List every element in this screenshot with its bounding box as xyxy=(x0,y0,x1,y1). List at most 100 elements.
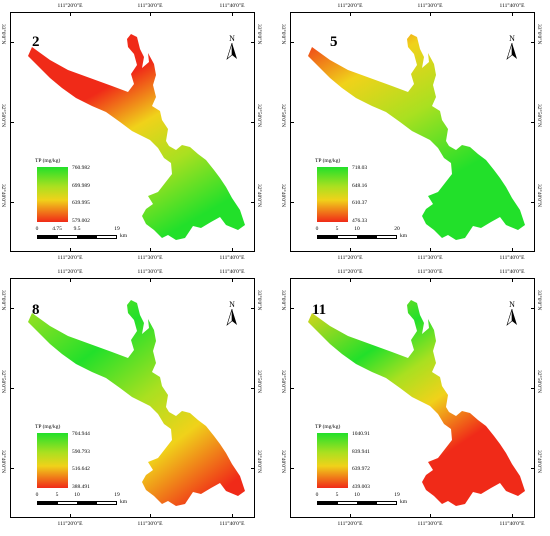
reservoir-water-body xyxy=(308,34,525,240)
tick-mark xyxy=(531,122,535,123)
tick-mark xyxy=(251,468,255,469)
scale-label: 20 xyxy=(394,226,400,232)
latitude-label: 32°50'0"N xyxy=(280,370,286,394)
tick-mark xyxy=(531,308,535,309)
longitude-label: 111°40'0"E xyxy=(219,255,245,261)
longitude-label: 111°40'0"E xyxy=(499,521,525,527)
tick-mark xyxy=(350,12,351,16)
scale-label: 0 xyxy=(315,492,319,498)
tick-mark xyxy=(512,248,513,252)
map-frame xyxy=(290,12,535,252)
legend-value: 610.37 xyxy=(352,200,368,206)
scale-label: 19 xyxy=(114,492,120,498)
scale-bar xyxy=(317,501,397,505)
tick-mark xyxy=(70,278,71,282)
longitude-label: 111°30'0"E xyxy=(417,255,443,261)
latitude-label: 33°0'0"N xyxy=(280,290,286,311)
legend-title: TP (mg/kg) xyxy=(315,158,341,164)
latitude-label: 32°40'0"N xyxy=(0,184,6,208)
tick-mark xyxy=(512,514,513,518)
legend-value: 648.16 xyxy=(352,182,368,189)
latitude-label: 32°40'0"N xyxy=(280,450,286,474)
scale-unit: km xyxy=(120,233,128,239)
longitude-label: 111°20'0"E xyxy=(337,3,363,9)
north-arrow-icon: N xyxy=(225,34,239,66)
tick-mark xyxy=(531,388,535,389)
tick-mark xyxy=(290,42,294,43)
longitude-label: 111°30'0"E xyxy=(417,269,443,275)
tick-mark xyxy=(232,514,233,518)
tick-mark xyxy=(10,308,14,309)
tick-mark xyxy=(70,12,71,16)
tick-mark xyxy=(251,42,255,43)
tick-mark xyxy=(290,308,294,309)
legend-value: 760.982 xyxy=(72,165,90,171)
tick-mark xyxy=(430,12,431,16)
latitude-label: 33°0'0"N xyxy=(280,24,286,45)
legend-value: 704.944 xyxy=(72,431,90,437)
month-label: 5 xyxy=(330,34,338,50)
reservoir-map xyxy=(308,300,525,506)
longitude-label: 111°20'0"E xyxy=(337,269,363,275)
reservoir-map xyxy=(28,34,245,240)
legend-value: 579.002 xyxy=(72,217,90,224)
longitude-label: 111°40'0"E xyxy=(499,3,525,9)
map-panel-month-8: 111°20'0"E 111°20'0"E 111°30'0"E 111°30'0"E… xyxy=(0,269,262,527)
north-arrow-icon: N xyxy=(225,300,239,332)
longitude-label: 111°30'0"E xyxy=(137,269,163,275)
longitude-label: 111°30'0"E xyxy=(417,521,443,527)
longitude-label: 111°40'0"E xyxy=(499,269,525,275)
tick-mark xyxy=(290,388,294,389)
tick-mark xyxy=(251,122,255,123)
legend-title: TP (mg/kg) xyxy=(35,424,61,430)
map-panel-month-11: 111°20'0"E 111°20'0"E 111°30'0"E 111°30'0"E… xyxy=(280,269,542,527)
month-label: 11 xyxy=(312,302,327,318)
latitude-label: 32°50'0"N xyxy=(0,104,6,128)
scale-label: 4.75 xyxy=(52,226,62,232)
tick-mark xyxy=(150,12,151,16)
longitude-label: 111°30'0"E xyxy=(137,255,163,261)
tick-mark xyxy=(350,278,351,282)
reservoir-map xyxy=(308,34,525,240)
scale-bar xyxy=(37,501,117,505)
map-frame xyxy=(10,12,255,252)
tick-mark xyxy=(531,468,535,469)
longitude-label: 111°30'0"E xyxy=(137,521,163,527)
scale-label: 5 xyxy=(335,492,339,498)
scale-label: 10 xyxy=(74,492,80,498)
legend-color-ramp xyxy=(37,167,68,222)
legend-title: TP (mg/kg) xyxy=(35,158,61,164)
scale-label: 10 xyxy=(354,226,360,232)
north-arrow-icon: N xyxy=(505,34,519,66)
tick-mark xyxy=(430,278,431,282)
tick-mark xyxy=(70,514,71,518)
month-label: 8 xyxy=(32,302,40,318)
tick-mark xyxy=(512,12,513,16)
scale-label: 5 xyxy=(335,226,339,232)
legend-title: TP (mg/kg) xyxy=(315,424,341,430)
tick-mark xyxy=(350,514,351,518)
tick-mark xyxy=(350,248,351,252)
latitude-label: 32°50'0"N xyxy=(0,370,6,394)
longitude-label: 111°20'0"E xyxy=(57,269,83,275)
longitude-label: 111°30'0"E xyxy=(417,3,443,9)
scale-label: 0 xyxy=(35,492,39,498)
map-frame xyxy=(10,278,255,518)
scale-label: 19 xyxy=(114,226,120,232)
scale-bar xyxy=(37,235,117,239)
tick-mark xyxy=(150,514,151,518)
latitude-label: 32°50'0"N xyxy=(280,104,286,128)
longitude-label: 111°40'0"E xyxy=(219,269,245,275)
scale-unit: km xyxy=(400,499,408,505)
scale-unit: km xyxy=(120,499,128,505)
month-label: 2 xyxy=(32,34,40,50)
latitude-label: 33°0'0"N xyxy=(0,24,6,45)
longitude-label: 111°40'0"E xyxy=(219,3,245,9)
legend-color-ramp xyxy=(317,433,348,488)
tick-mark xyxy=(251,388,255,389)
map-panel-month-5: 111°20'0"E 111°20'0"E 111°30'0"E 111°30'0"E… xyxy=(280,3,542,261)
legend-value: 516.642 xyxy=(72,466,90,472)
tick-mark xyxy=(531,202,535,203)
latitude-label: 32°40'0"N xyxy=(280,184,286,208)
longitude-label: 111°30'0"E xyxy=(137,3,163,9)
